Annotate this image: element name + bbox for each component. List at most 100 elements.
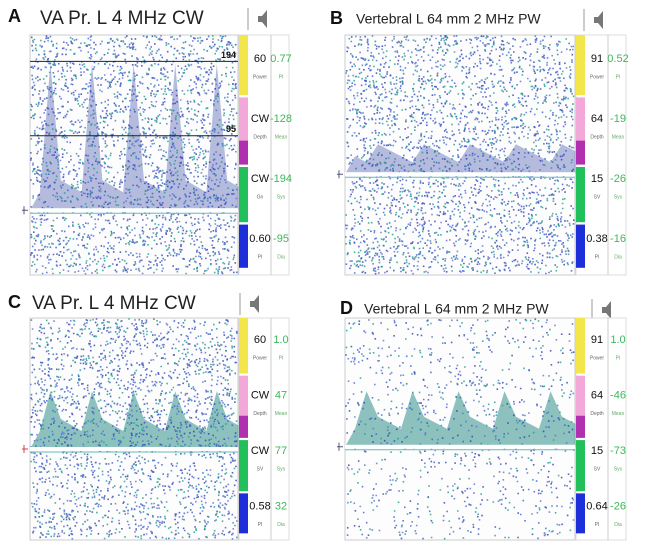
small-label: SV bbox=[594, 467, 601, 473]
small-label: Mean bbox=[612, 411, 625, 417]
color-bar bbox=[239, 493, 248, 534]
gate-label: 95 bbox=[226, 124, 236, 134]
small-label: Sys bbox=[277, 467, 286, 473]
small-label: Dia bbox=[614, 522, 622, 528]
color-bar bbox=[576, 97, 585, 141]
small-label: Mean bbox=[275, 411, 288, 417]
right-value: 0.77 bbox=[270, 53, 291, 65]
small-label: Power bbox=[253, 356, 268, 362]
color-bar bbox=[239, 415, 248, 438]
probe-marker bbox=[22, 206, 28, 215]
panel-letter: D bbox=[340, 298, 353, 318]
color-bar bbox=[239, 140, 248, 165]
small-label: PI bbox=[616, 356, 621, 362]
left-value: 0.38 bbox=[586, 233, 607, 245]
color-bar bbox=[239, 35, 248, 95]
color-bar bbox=[576, 440, 585, 492]
left-value: 91 bbox=[591, 334, 603, 346]
color-bar bbox=[576, 224, 585, 268]
panel-letter: B bbox=[330, 8, 343, 28]
small-label: PI bbox=[279, 74, 284, 80]
speckle bbox=[30, 35, 238, 275]
left-value: CW bbox=[251, 390, 270, 402]
color-bar bbox=[239, 167, 248, 223]
left-value: 60 bbox=[254, 334, 266, 346]
left-value: 0.58 bbox=[249, 501, 270, 513]
small-label: PI bbox=[616, 74, 621, 80]
speckle bbox=[30, 318, 238, 540]
color-bar bbox=[576, 167, 585, 223]
speckle bbox=[30, 318, 238, 539]
panel-letter: C bbox=[8, 292, 21, 312]
left-value: 0.64 bbox=[586, 501, 607, 513]
baseline bbox=[30, 208, 238, 213]
left-value: 0.60 bbox=[249, 233, 270, 245]
small-label: Depth bbox=[590, 134, 604, 140]
baseline bbox=[345, 172, 575, 177]
color-bar bbox=[239, 97, 248, 141]
baseline bbox=[30, 446, 238, 451]
small-label: SV bbox=[594, 194, 601, 200]
small-label: Sys bbox=[614, 467, 623, 473]
right-value: -95 bbox=[273, 233, 289, 245]
right-value: 1.0 bbox=[610, 334, 625, 346]
waveform bbox=[345, 391, 585, 447]
color-bar bbox=[576, 35, 585, 95]
small-label: PI bbox=[258, 522, 263, 528]
right-value: -194 bbox=[270, 173, 292, 185]
small-label: Power bbox=[590, 74, 605, 80]
right-value: -26 bbox=[610, 173, 626, 185]
probe-marker bbox=[337, 442, 343, 451]
color-bar bbox=[239, 440, 248, 492]
color-bar bbox=[576, 493, 585, 534]
left-value: 64 bbox=[591, 390, 603, 402]
small-label: SV bbox=[257, 467, 264, 473]
right-value: 0.52 bbox=[607, 53, 628, 65]
probe-marker bbox=[337, 170, 343, 179]
waveform bbox=[30, 63, 248, 211]
small-label: PI bbox=[258, 254, 263, 260]
small-label: Power bbox=[253, 74, 268, 80]
doppler-image bbox=[344, 34, 576, 276]
color-bar bbox=[239, 375, 248, 416]
right-value: -128 bbox=[270, 113, 292, 125]
right-value: -46 bbox=[610, 390, 626, 402]
right-value: -73 bbox=[610, 445, 626, 457]
left-value: CW bbox=[251, 173, 270, 185]
small-label: PI bbox=[595, 522, 600, 528]
color-bar bbox=[239, 318, 248, 374]
probe-marker bbox=[22, 444, 28, 453]
right-value: 77 bbox=[275, 445, 287, 457]
right-value: -26 bbox=[610, 501, 626, 513]
small-label: Gn bbox=[257, 194, 264, 200]
doppler-image bbox=[29, 34, 239, 276]
baseline bbox=[345, 444, 575, 449]
color-bar bbox=[576, 318, 585, 374]
right-value: 47 bbox=[275, 390, 287, 402]
color-bar bbox=[576, 375, 585, 416]
small-label: Depth bbox=[253, 411, 267, 417]
speaker-icon bbox=[258, 10, 267, 28]
panel-title: VA Pr. L 4 MHz CW bbox=[40, 8, 204, 29]
small-label: PI bbox=[595, 254, 600, 260]
color-bar bbox=[576, 415, 585, 438]
speckle bbox=[30, 35, 237, 275]
left-value: CW bbox=[251, 113, 270, 125]
small-label: Dia bbox=[277, 254, 285, 260]
speaker-icon bbox=[250, 295, 259, 313]
panel-title: Vertebral L 64 mm 2 MHz PW bbox=[356, 11, 541, 27]
small-label: PI bbox=[279, 356, 284, 362]
left-value: 15 bbox=[591, 173, 603, 185]
panel-letter: A bbox=[8, 6, 21, 26]
right-value: 32 bbox=[275, 501, 287, 513]
right-value: -19 bbox=[610, 113, 626, 125]
left-value: 64 bbox=[591, 113, 603, 125]
color-bar bbox=[239, 224, 248, 268]
speckle bbox=[345, 35, 575, 274]
small-label: Power bbox=[590, 356, 605, 362]
right-value: 1.0 bbox=[273, 334, 288, 346]
panel-title: VA Pr. L 4 MHz CW bbox=[32, 293, 196, 314]
right-value: -16 bbox=[610, 233, 626, 245]
left-value: 15 bbox=[591, 445, 603, 457]
